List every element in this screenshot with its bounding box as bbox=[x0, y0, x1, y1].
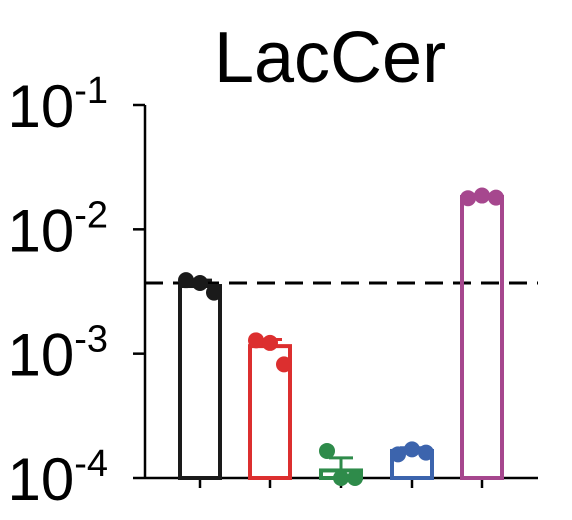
data-point bbox=[319, 442, 335, 459]
data-point bbox=[178, 272, 194, 289]
data-point bbox=[333, 470, 349, 486]
data-point bbox=[404, 441, 420, 458]
bar-group bbox=[178, 272, 222, 480]
data-point bbox=[192, 275, 208, 292]
data-point bbox=[390, 446, 406, 463]
y-tick-label-base: 10 bbox=[7, 446, 74, 513]
data-point bbox=[276, 356, 292, 373]
data-point bbox=[206, 284, 222, 301]
data-point bbox=[460, 190, 476, 207]
bar-group bbox=[390, 441, 434, 481]
bar-group bbox=[319, 442, 363, 486]
data-point bbox=[488, 189, 504, 206]
y-tick-label: 10-1 bbox=[7, 70, 108, 140]
y-tick-label-exponent: -3 bbox=[74, 319, 108, 361]
y-tick-label-exponent: -4 bbox=[74, 443, 108, 485]
data-point bbox=[474, 187, 490, 204]
bar bbox=[460, 194, 504, 480]
y-tick-label: 10-2 bbox=[7, 194, 108, 264]
data-point bbox=[347, 470, 363, 486]
y-tick-label-base: 10 bbox=[7, 322, 74, 389]
data-point bbox=[418, 444, 434, 461]
y-tick-label-base: 10 bbox=[7, 73, 74, 140]
y-tick-label-exponent: -2 bbox=[74, 194, 108, 236]
y-tick-label-exponent: -1 bbox=[74, 70, 108, 112]
y-tick-label-base: 10 bbox=[7, 197, 74, 264]
y-tick-label: 10-4 bbox=[7, 443, 108, 513]
bars-layer bbox=[145, 187, 538, 486]
chart-title: LacCer bbox=[214, 18, 446, 98]
axes: 10-110-210-310-4 bbox=[7, 70, 538, 513]
data-point bbox=[248, 332, 264, 349]
y-tick-label: 10-3 bbox=[7, 319, 108, 389]
data-point bbox=[262, 334, 278, 351]
bar-group bbox=[460, 187, 504, 480]
bar bbox=[178, 284, 222, 480]
bar-group bbox=[248, 332, 292, 480]
